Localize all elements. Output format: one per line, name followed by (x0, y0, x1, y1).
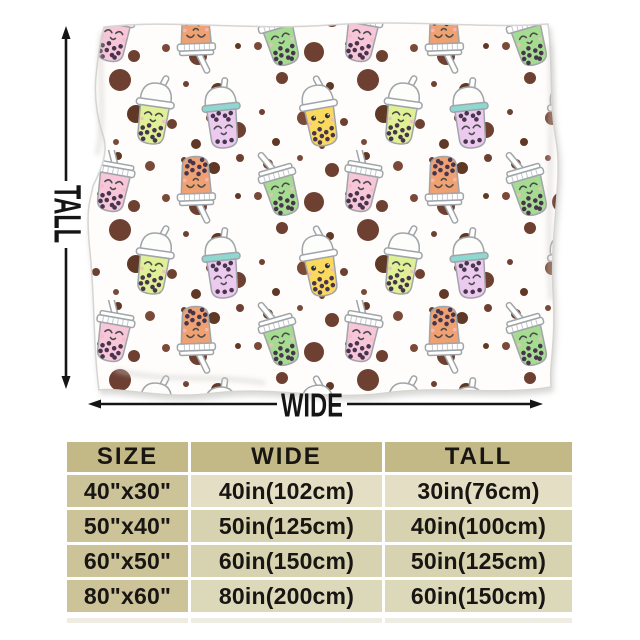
size-chart-table: SIZE WIDE TALL 40"x30" 40in(102cm) 30in(… (64, 439, 575, 615)
arrowhead-up-icon (61, 26, 71, 39)
size-cell: 40"x30" (67, 475, 188, 507)
size-chart-header-tall: TALL (385, 442, 572, 472)
tall-arrow-label: TALL (46, 185, 88, 243)
tall-cell: 30in(76cm) (385, 475, 572, 507)
table-next-row-sliver (385, 618, 572, 623)
wide-cell: 50in(125cm) (191, 510, 382, 542)
arrowhead-right-icon (530, 399, 543, 409)
table-next-row-sliver (191, 618, 382, 623)
tall-cell: 60in(150cm) (385, 580, 572, 612)
tall-cell: 40in(100cm) (385, 510, 572, 542)
table-row: 80"x60" 80in(200cm) 60in(150cm) (67, 580, 572, 612)
size-chart-header-wide: WIDE (191, 442, 382, 472)
table-next-row-sliver (67, 618, 188, 623)
wide-cell: 60in(150cm) (191, 545, 382, 577)
size-chart-header-size: SIZE (67, 442, 188, 472)
table-row: 50"x40" 50in(125cm) 40in(100cm) (67, 510, 572, 542)
table-row: 60"x50" 60in(150cm) 50in(125cm) (67, 545, 572, 577)
wide-cell: 40in(102cm) (191, 475, 382, 507)
wide-cell: 80in(200cm) (191, 580, 382, 612)
wide-arrow-label: WIDE (281, 387, 343, 424)
tall-dimension-arrow: TALL (46, 26, 88, 389)
arrowhead-down-icon (61, 376, 71, 389)
blanket-figure-svg: TALL WIDE (46, 22, 559, 424)
blanket (87, 22, 559, 397)
fabric-fold-shading (94, 31, 554, 386)
size-cell: 60"x50" (67, 545, 188, 577)
tall-cell: 50in(125cm) (385, 545, 572, 577)
table-header-row: SIZE WIDE TALL (67, 442, 572, 472)
size-cell: 80"x60" (67, 580, 188, 612)
wide-dimension-arrow: WIDE (88, 387, 543, 424)
size-cell: 50"x40" (67, 510, 188, 542)
table-row: 40"x30" 40in(102cm) 30in(76cm) (67, 475, 572, 507)
arrowhead-left-icon (88, 399, 101, 409)
